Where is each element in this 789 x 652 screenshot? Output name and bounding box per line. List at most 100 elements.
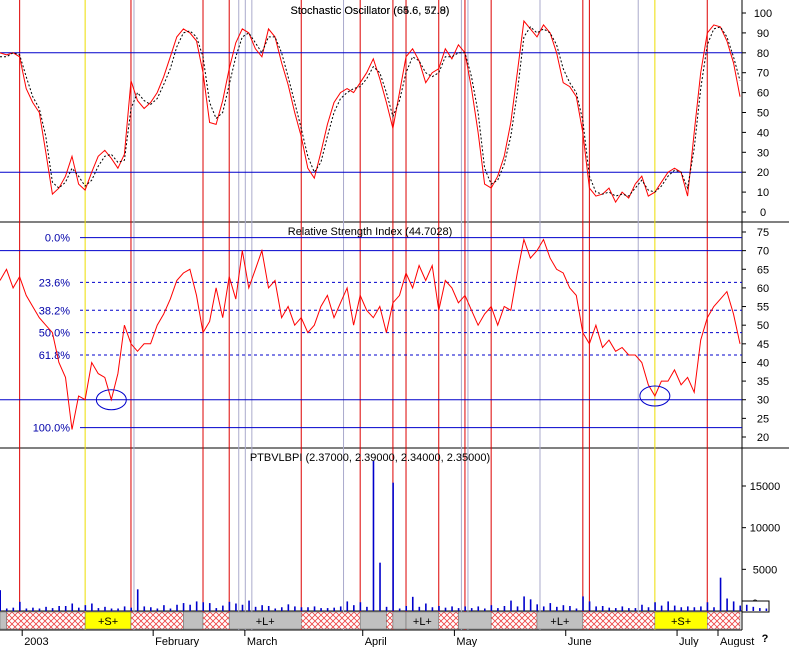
volume-bar <box>84 605 87 611</box>
volume-bar <box>562 605 565 611</box>
y-tick-label: 20 <box>757 432 769 444</box>
volume-bar <box>208 603 211 611</box>
panel-frames <box>0 0 789 631</box>
volume-bar <box>182 603 185 611</box>
volume-bar <box>392 482 394 611</box>
volume-bar <box>431 607 434 611</box>
volume-bar <box>470 608 473 611</box>
volume-bar <box>510 600 512 611</box>
rsi-title: Relative Strength Index (44.7028) <box>288 226 453 238</box>
volume-bar <box>346 601 349 611</box>
volume-bar <box>45 606 47 611</box>
rsi-line <box>0 237 741 430</box>
band-segment <box>458 611 492 630</box>
y-tick-label: 75 <box>757 227 769 239</box>
volume-bar <box>700 606 702 611</box>
band-segment <box>359 611 387 630</box>
volume-bar <box>706 602 709 611</box>
band-segment <box>490 611 538 630</box>
volume-bar <box>556 606 558 611</box>
volume-bar <box>64 606 67 611</box>
y-tick-label: 90 <box>757 28 769 40</box>
month-label: May <box>456 636 477 647</box>
volume-bar <box>484 608 486 611</box>
band-label: +S+ <box>98 616 118 628</box>
volume-bar <box>595 606 597 611</box>
volume-bar <box>536 604 538 611</box>
volume-bar <box>97 608 100 611</box>
volume-bar <box>765 608 768 611</box>
volume-bar <box>313 606 316 611</box>
volume-bar <box>398 608 401 611</box>
volume-bar <box>25 608 28 611</box>
volume-bar <box>150 607 152 611</box>
volume-bar <box>169 608 172 611</box>
volume-bar <box>163 605 165 611</box>
band-segment <box>386 611 394 630</box>
volume-bar <box>628 608 630 611</box>
volume-bar <box>464 606 466 611</box>
y-tick-label: 65 <box>757 264 769 276</box>
y-tick-label: 60 <box>757 283 769 295</box>
volume-title: PTBVLBPI (2.37000, 2.39000, 2.34000, 2.3… <box>250 452 490 464</box>
volume-bar <box>759 608 761 611</box>
volume-bar <box>248 600 250 611</box>
corner-label: ? <box>762 633 769 645</box>
band-segment <box>6 611 86 630</box>
volume-bar <box>202 602 205 611</box>
y-tick-label: 10000 <box>750 523 781 535</box>
volume-bar <box>608 607 611 611</box>
volume-bar <box>294 606 296 611</box>
band-segment <box>130 611 184 630</box>
volume-bar <box>523 596 525 611</box>
band-segment <box>392 611 407 630</box>
volume-bar <box>654 602 656 611</box>
y-tick-label: 40 <box>757 357 769 369</box>
y-tick-label: 25 <box>757 413 769 425</box>
y-tick-label: 60 <box>757 88 769 100</box>
volume-bar <box>156 608 159 611</box>
volume-bar <box>451 606 453 611</box>
volume-bar <box>516 606 519 611</box>
volume-bar <box>359 602 362 611</box>
oversold-highlight <box>95 389 127 411</box>
fib-level-label: 100.0% <box>33 423 71 435</box>
y-tick-label: 50 <box>757 320 769 332</box>
volume-bar <box>582 596 584 611</box>
volume-bar <box>228 601 231 611</box>
y-tick-label: 70 <box>757 68 769 80</box>
volume-bar <box>280 607 283 611</box>
volume-bar <box>385 606 388 611</box>
volume-bar <box>614 608 617 611</box>
volume-bar <box>601 606 604 611</box>
volume-bar <box>353 605 355 611</box>
volume-bar <box>680 607 683 611</box>
y-tick-label: 30 <box>757 147 769 159</box>
volume-bar <box>425 603 427 611</box>
volume-bar <box>660 605 663 611</box>
volume-bar <box>713 607 715 611</box>
volume-bar <box>51 608 54 611</box>
volume-bar <box>503 606 506 611</box>
volume-bar <box>477 606 480 611</box>
volume-bar <box>254 606 257 611</box>
volume-bar <box>379 562 381 611</box>
volume-bar <box>588 601 591 611</box>
volume-bar <box>497 608 499 611</box>
volume-bar <box>58 606 60 611</box>
volume-bar <box>752 606 755 611</box>
month-label: August <box>720 636 754 647</box>
volume-bar <box>77 607 80 611</box>
band-label: +L+ <box>413 616 432 628</box>
volume-bar <box>444 607 447 611</box>
month-label: April <box>365 636 387 647</box>
volume-bar <box>326 608 329 611</box>
volume-bar <box>569 606 571 611</box>
volume-bar <box>418 606 421 611</box>
volume-bar <box>726 598 728 611</box>
month-label: March <box>247 636 278 647</box>
y-tick-label: 30 <box>757 395 769 407</box>
volume-bar <box>333 607 335 611</box>
